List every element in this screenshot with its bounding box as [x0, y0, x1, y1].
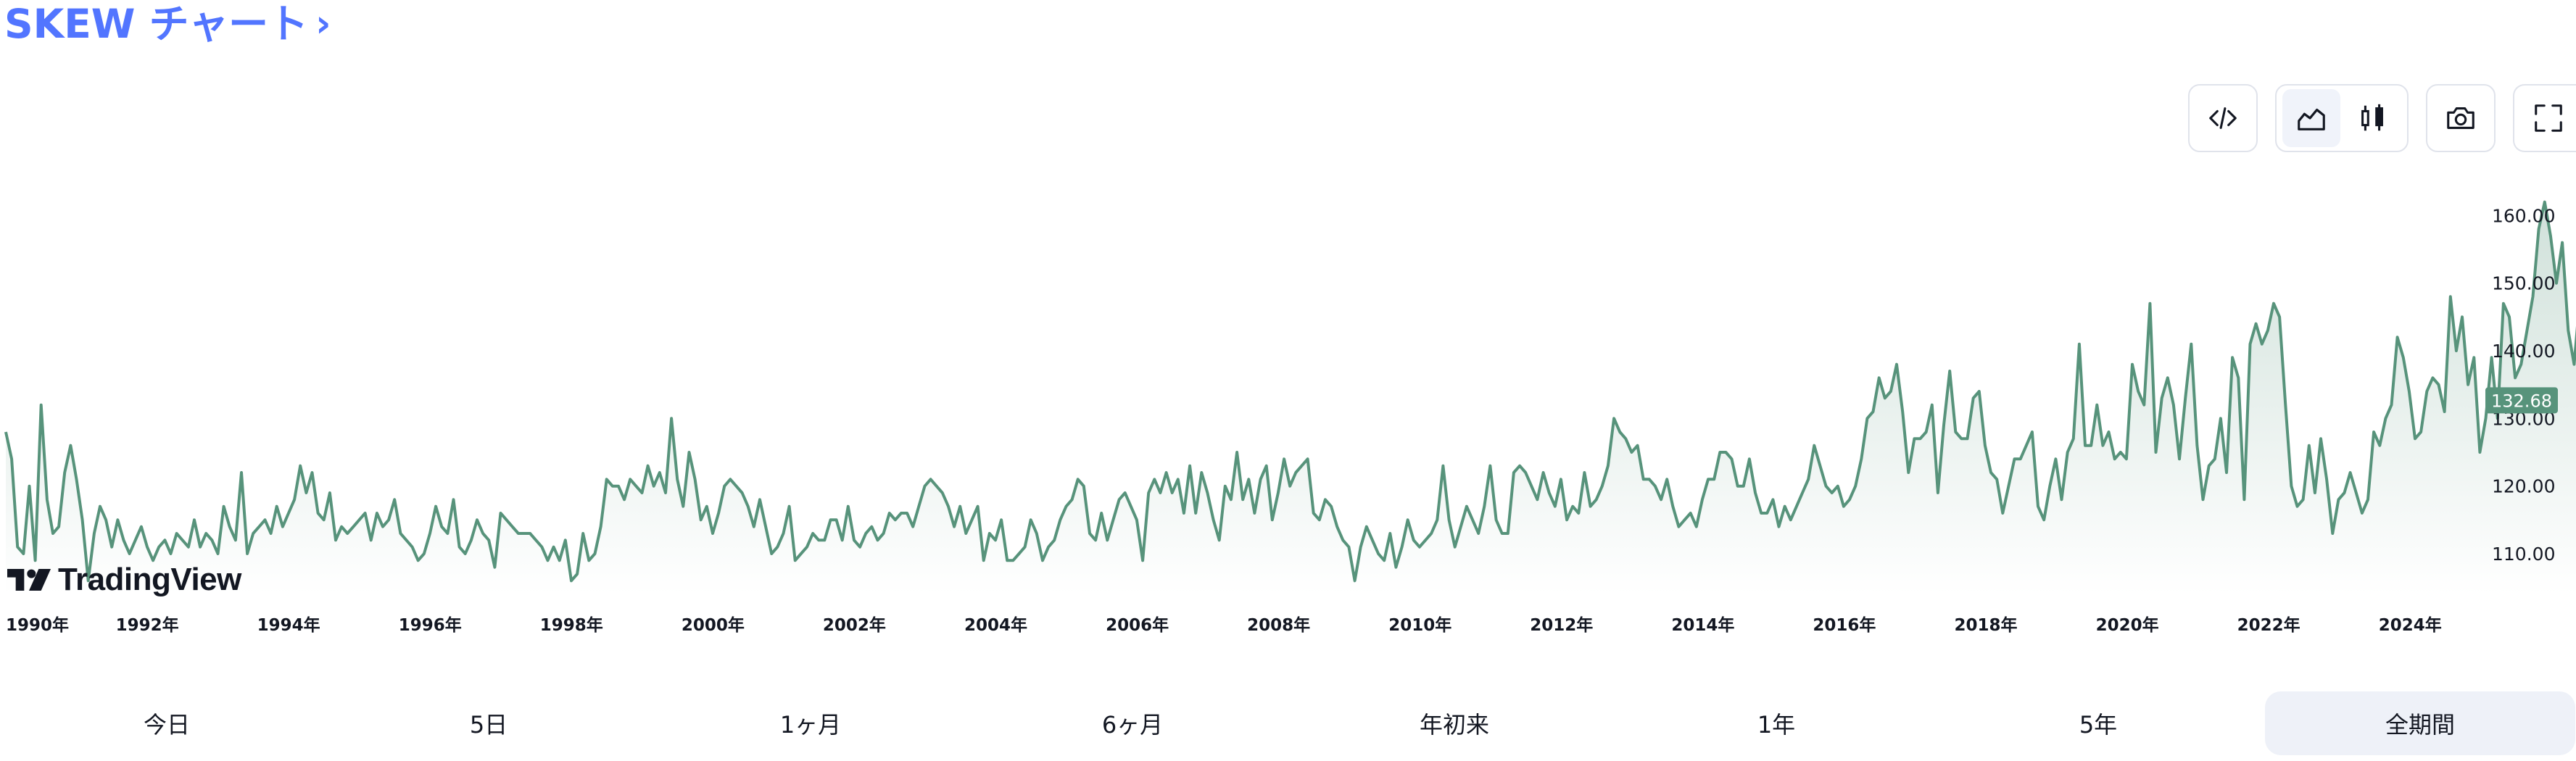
y-tick-label: 120.00 [2492, 476, 2555, 497]
range-button-5d[interactable]: 5日 [469, 711, 508, 739]
line-chart-icon [2298, 108, 2325, 130]
x-tick-label: 2024年 [2379, 615, 2442, 635]
embed-button[interactable] [2194, 89, 2252, 147]
fullscreen-icon [2535, 104, 2562, 132]
x-tick-label: 1992年 [116, 615, 179, 635]
last-value-badge [2485, 387, 2558, 414]
snapshot-group [2426, 84, 2496, 152]
range-button-5y[interactable]: 5年 [2079, 711, 2118, 739]
chevron-right-icon: › [315, 2, 331, 46]
chart-style-group [2275, 84, 2409, 152]
x-tick-label: 2022年 [2237, 615, 2300, 635]
x-tick-label: 2012年 [1530, 615, 1593, 635]
embed-group [2188, 84, 2258, 152]
range-button-1d[interactable]: 今日 [143, 711, 190, 739]
x-tick-label: 2000年 [682, 615, 745, 635]
fullscreen-group [2513, 84, 2576, 152]
x-tick-label: 1994年 [257, 615, 320, 635]
range-button-6m[interactable]: 6ヶ月 [1101, 711, 1164, 739]
range-button-1y[interactable]: 1年 [1757, 711, 1796, 739]
candlestick-icon [2361, 104, 2383, 131]
snapshot-button[interactable] [2432, 89, 2490, 147]
range-button-all[interactable]: 全期間 [2265, 691, 2575, 755]
y-tick-label: 150.00 [2492, 273, 2555, 294]
range-button-1m[interactable]: 1ヶ月 [779, 711, 842, 739]
last-value-label: 132.68 [2491, 391, 2552, 411]
x-tick-label: 1996年 [399, 615, 462, 635]
candle-style-button[interactable] [2343, 89, 2401, 147]
range-button-ytd[interactable]: 年初来 [1419, 711, 1489, 739]
x-tick-label: 2004年 [964, 615, 1027, 635]
x-tick-label: 2002年 [823, 615, 886, 635]
x-tick-label: 2020年 [2096, 615, 2159, 635]
page-title-link[interactable]: SKEW チャート › [4, 0, 331, 48]
series-line[interactable] [4, 200, 2576, 583]
y-tick-label: 160.00 [2492, 205, 2555, 226]
x-tick-label: 2006年 [1106, 615, 1169, 635]
x-tick-label: 1998年 [540, 615, 603, 635]
x-tick-label: 2008年 [1247, 615, 1310, 635]
x-tick-label: 1990年 [6, 615, 69, 635]
x-tick-label: 2016年 [1813, 615, 1876, 635]
tradingview-wordmark: TradingView [58, 562, 241, 597]
code-icon [2209, 107, 2237, 129]
camera-icon [2447, 107, 2474, 129]
y-tick-label: 110.00 [2492, 544, 2555, 565]
range-selector: 今日 5日 1ヶ月 6ヶ月 年初来 1年 5年 全期間 [0, 689, 2576, 758]
x-tick-label: 2014年 [1671, 615, 1734, 635]
tradingview-logo[interactable]: TradingView [7, 562, 241, 598]
x-tick-label: 2010年 [1388, 615, 1451, 635]
skew-chart[interactable]: 110.00120.00130.00140.00150.00160.00132.… [0, 167, 2576, 652]
page-title: SKEW チャート [4, 1, 309, 47]
y-tick-label: 140.00 [2492, 341, 2555, 362]
line-style-button[interactable] [2282, 89, 2340, 147]
series-area-fill [6, 201, 2576, 594]
tradingview-mark-icon [7, 569, 51, 591]
fullscreen-button[interactable] [2519, 89, 2576, 147]
x-tick-label: 2018年 [1954, 615, 2017, 635]
